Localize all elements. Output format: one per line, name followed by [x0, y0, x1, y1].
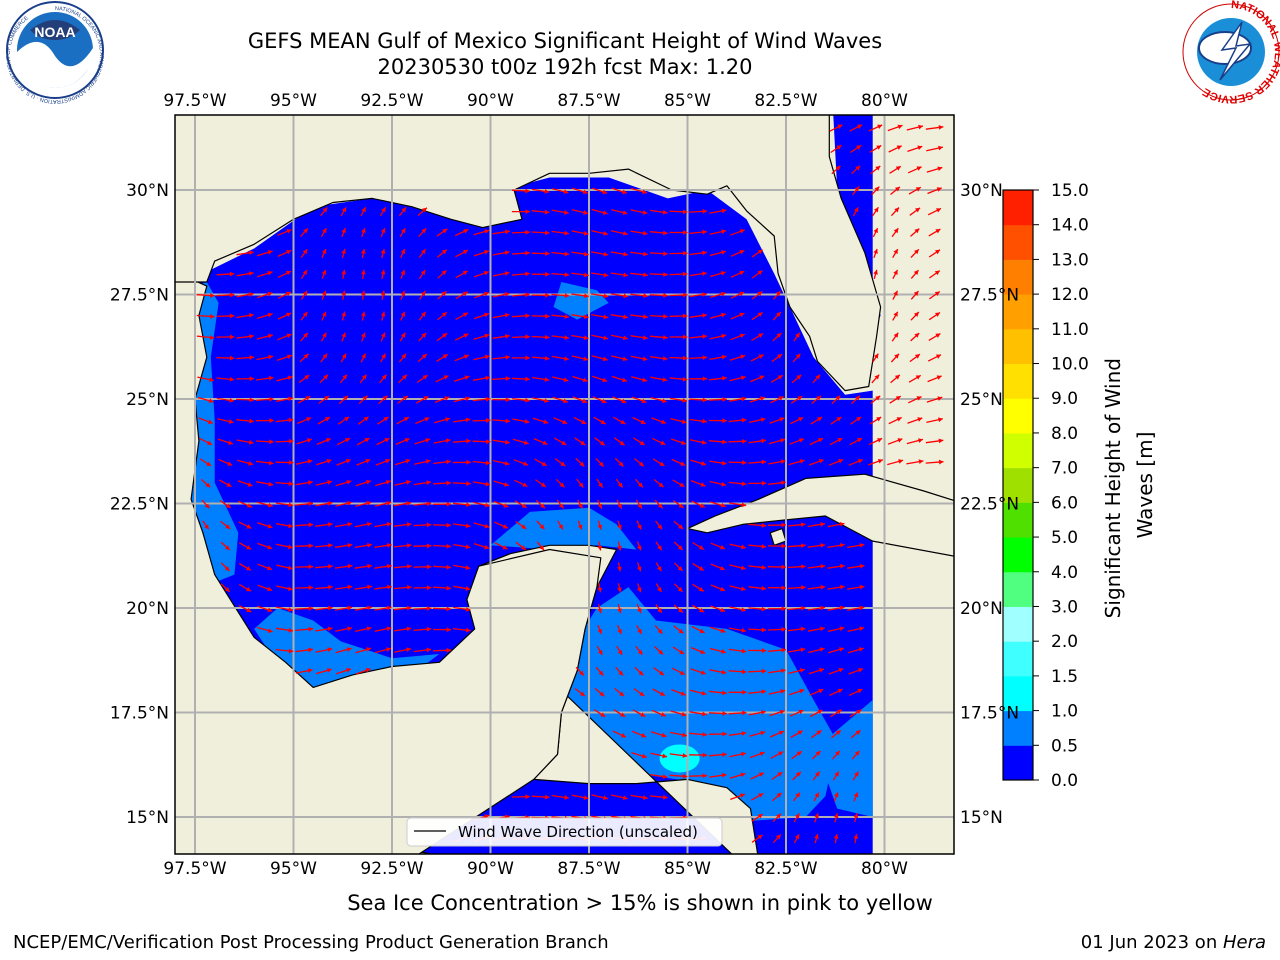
lon-label-top: 90°W	[467, 91, 514, 111]
legend-box: Wind Wave Direction (unscaled)	[406, 817, 723, 847]
lat-label-right: 22.5°N	[960, 495, 1019, 515]
axis-tick-labels: 97.5°W 97.5°W 95°W 95°W 92.5°W 92.5°W 90°W 90°W…	[110, 91, 1019, 879]
lon-label-top: 82.5°W	[754, 91, 817, 111]
land-3	[686, 473, 954, 557]
map-title: GEFS MEAN Gulf of Mexico Significant Hei…	[247, 29, 883, 53]
run-host: Hera	[1222, 932, 1266, 953]
lon-label-top: 92.5°W	[360, 91, 423, 111]
lat-label-right: 17.5°N	[960, 704, 1019, 724]
lon-label-top: 97.5°W	[163, 91, 226, 111]
lat-label-right: 20°N	[960, 599, 1003, 619]
wave-zone-mid-2	[490, 507, 637, 550]
lat-label-left: 25°N	[126, 390, 169, 410]
colorbar-swatch-7	[1003, 502, 1033, 538]
colorbar-swatch-5	[1003, 571, 1033, 607]
colorbar-tick-label: 1.0	[1051, 702, 1078, 722]
colorbar-swatch-12	[1003, 328, 1033, 365]
lon-label-bottom: 97.5°W	[163, 859, 226, 879]
run-info: 01 Jun 2023 on Hera	[1081, 932, 1266, 953]
lon-label-bottom: 87.5°W	[557, 859, 620, 879]
colorbar-tick-label: 12.0	[1051, 285, 1089, 305]
colorbar-tick-label: 3.0	[1051, 597, 1078, 617]
colorbar-swatch-15	[1003, 224, 1033, 260]
noaa-logo-text: NOAA	[34, 24, 75, 40]
lon-label-top: 95°W	[270, 91, 317, 111]
colorbar-swatch-4	[1003, 606, 1033, 642]
lat-label-right: 27.5°N	[960, 286, 1019, 306]
colorbar-tick-label: 9.0	[1051, 389, 1078, 409]
lon-label-top: 87.5°W	[557, 91, 620, 111]
lon-label-bottom: 85°W	[664, 859, 711, 879]
wave-zone-mid-6	[825, 700, 873, 817]
noaa-logo-icon: NOAA NATIONAL OCEANIC AND ATMOSPHERIC AD…	[6, 1, 104, 104]
colorbar-tick-label: 0.5	[1051, 736, 1078, 756]
colorbar-swatch-3	[1003, 641, 1033, 677]
colorbar-tick-label: 13.0	[1051, 250, 1089, 270]
lat-label-left: 22.5°N	[110, 495, 169, 515]
colorbar-tick-label: 7.0	[1051, 459, 1078, 479]
lat-label-right: 30°N	[960, 181, 1003, 201]
colorbar-swatch-16	[1003, 190, 1033, 226]
lon-label-top: 85°W	[664, 91, 711, 111]
land-masses	[175, 115, 954, 854]
colorbar-tick-label: 2.0	[1051, 632, 1078, 652]
colorbar-swatch-2	[1003, 675, 1033, 712]
nws-logo-icon: NATIONAL WEATHER SERVICE	[1182, 0, 1280, 105]
wave-zone-high	[659, 744, 700, 773]
colorbar-tick-label: 1.5	[1051, 667, 1078, 687]
colorbar-tick-label: 10.0	[1051, 355, 1089, 375]
sea-ice-note: Sea Ice Concentration > 15% is shown in …	[347, 891, 933, 915]
colorbar-swatch-1	[1003, 710, 1033, 746]
colorbar-swatch-0	[1003, 745, 1033, 781]
lat-label-left: 20°N	[126, 599, 169, 619]
colorbar-tick-label: 6.0	[1051, 493, 1078, 513]
lon-label-top: 80°W	[861, 91, 908, 111]
wave-zone-mid-5	[553, 282, 609, 320]
colorbar-tick-label: 5.0	[1051, 528, 1078, 548]
colorbar-tick-label: 11.0	[1051, 320, 1089, 340]
lon-label-bottom: 90°W	[467, 859, 514, 879]
colorbar-tick-label: 4.0	[1051, 563, 1078, 583]
run-date: 01 Jun 2023 on	[1080, 932, 1223, 953]
plot-frame	[174, 114, 955, 855]
colorbar-swatch-9	[1003, 432, 1033, 469]
lat-label-right: 15°N	[960, 808, 1003, 828]
lat-label-left: 15°N	[126, 808, 169, 828]
legend-label: Wind Wave Direction (unscaled)	[458, 823, 698, 841]
colorbar: 0.0 0.5 1.0 1.5 2.0 3.0 4.0 5.0 6.0 7.0 8.0 9.0 10.0…	[1002, 181, 1089, 791]
colorbar-tick-label: 0.0	[1051, 771, 1078, 791]
lon-label-bottom: 80°W	[861, 859, 908, 879]
colorbar-swatch-14	[1003, 259, 1033, 295]
colorbar-swatch-11	[1003, 363, 1033, 399]
lon-label-bottom: 95°W	[270, 859, 317, 879]
lat-label-left: 27.5°N	[110, 286, 169, 306]
colorbar-swatch-13	[1003, 294, 1033, 330]
colorbar-swatch-6	[1003, 537, 1033, 573]
lon-label-bottom: 82.5°W	[754, 859, 817, 879]
colorbar-swatch-8	[1003, 467, 1033, 503]
lon-label-bottom: 92.5°W	[360, 859, 423, 879]
colorbar-tick-label: 14.0	[1051, 216, 1089, 236]
colorbar-swatch-10	[1003, 398, 1033, 434]
map-subtitle: 20230530 t00z 192h fcst Max: 1.20	[377, 55, 753, 79]
lat-label-left: 17.5°N	[110, 704, 169, 724]
lat-label-right: 25°N	[960, 390, 1003, 410]
producer-credit: NCEP/EMC/Verification Post Processing Pr…	[13, 932, 609, 953]
colorbar-title: Significant Height of Wind Waves [m]	[1101, 352, 1157, 619]
colorbar-tick-label: 15.0	[1051, 181, 1089, 201]
colorbar-tick-label: 8.0	[1051, 424, 1078, 444]
lat-label-left: 30°N	[126, 181, 169, 201]
